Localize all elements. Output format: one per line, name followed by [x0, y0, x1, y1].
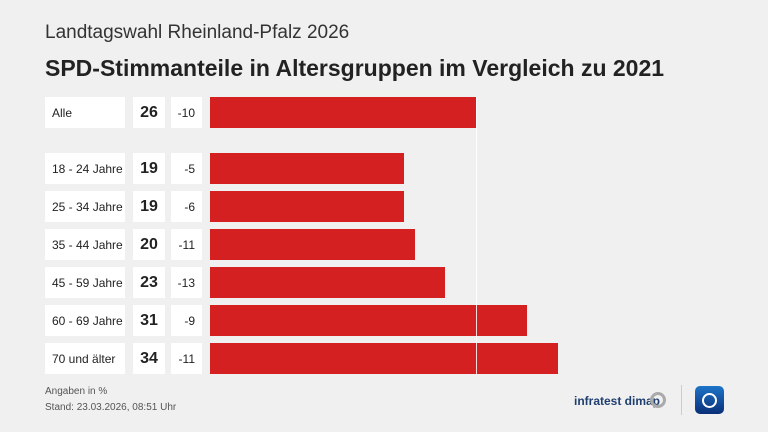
bar-row: 60 - 69 Jahre 31 -9 — [0, 305, 768, 336]
bar — [210, 229, 415, 260]
diff-label: -10 — [171, 97, 202, 128]
value-label: 26 — [133, 97, 165, 128]
bar — [210, 267, 446, 298]
divider — [681, 385, 682, 415]
bar — [210, 97, 476, 128]
bar-row: 25 - 34 Jahre 19 -6 — [0, 191, 768, 222]
diff-label: -9 — [171, 305, 202, 336]
bar-row: Alle 26 -10 — [0, 97, 768, 128]
bar — [210, 343, 558, 374]
unit-note: Angaben in % — [45, 386, 108, 397]
bar-row: 18 - 24 Jahre 19 -5 — [0, 153, 768, 184]
diff-label: -11 — [171, 343, 202, 374]
category-label: Alle — [45, 97, 125, 128]
value-label: 20 — [133, 229, 165, 260]
category-label: 70 und älter — [45, 343, 125, 374]
value-label: 19 — [133, 191, 165, 222]
value-label: 34 — [133, 343, 165, 374]
bar-row: 70 und älter 34 -11 — [0, 343, 768, 374]
category-label: 35 - 44 Jahre — [45, 229, 125, 260]
value-label: 31 — [133, 305, 165, 336]
bar-row: 35 - 44 Jahre 20 -11 — [0, 229, 768, 260]
dimap-logo-icon — [650, 392, 666, 408]
category-label: 18 - 24 Jahre — [45, 153, 125, 184]
bar — [210, 305, 528, 336]
bar-row: 45 - 59 Jahre 23 -13 — [0, 267, 768, 298]
diff-label: -13 — [171, 267, 202, 298]
bar — [210, 191, 405, 222]
diff-label: -5 — [171, 153, 202, 184]
category-label: 25 - 34 Jahre — [45, 191, 125, 222]
reference-line — [476, 97, 477, 375]
chart-title: SPD-Stimmanteile in Altersgruppen im Ver… — [45, 55, 665, 81]
diff-label: -11 — [171, 229, 202, 260]
tagesschau-logo-icon — [695, 386, 724, 414]
supertitle: Landtagswahl Rheinland-Pfalz 2026 — [45, 22, 350, 43]
infratest-dimap-logo: infratest dimap — [574, 394, 661, 408]
bar — [210, 153, 405, 184]
value-label: 19 — [133, 153, 165, 184]
value-label: 23 — [133, 267, 165, 298]
diff-label: -6 — [171, 191, 202, 222]
category-label: 45 - 59 Jahre — [45, 267, 125, 298]
category-label: 60 - 69 Jahre — [45, 305, 125, 336]
timestamp: Stand: 23.03.2026, 08:51 Uhr — [45, 402, 177, 413]
